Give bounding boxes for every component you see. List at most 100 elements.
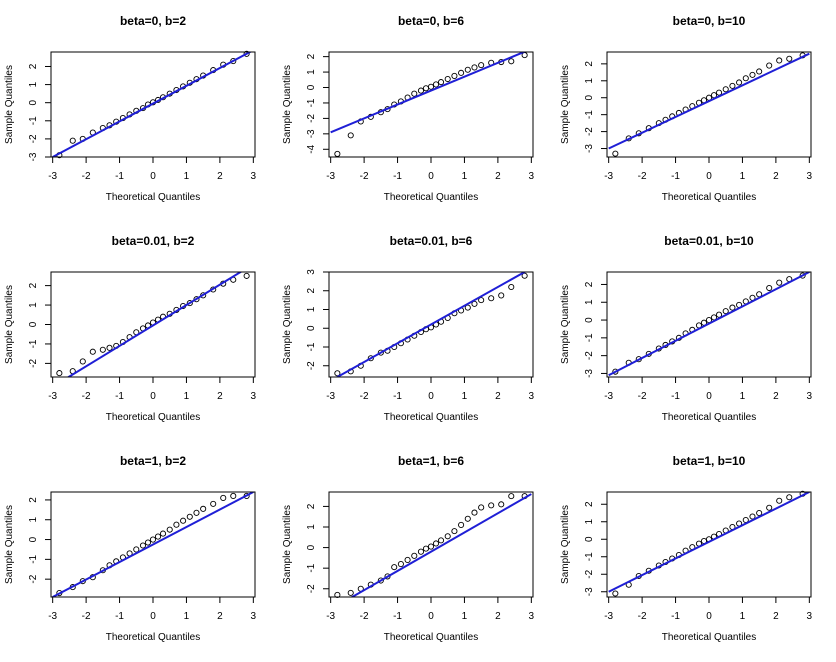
y-tick-label: -1 xyxy=(28,116,39,125)
point xyxy=(139,542,147,549)
y-axis-label: Sample Quantiles xyxy=(4,505,15,584)
y-tick-label: 1 xyxy=(306,69,317,75)
point xyxy=(715,89,723,96)
point xyxy=(749,71,756,78)
point xyxy=(437,79,445,86)
y-tick-label: 2 xyxy=(584,501,595,507)
point xyxy=(736,79,743,86)
point xyxy=(776,279,783,286)
x-axis-label: Theoretical Quantiles xyxy=(384,412,479,423)
x-tick-label: 0 xyxy=(428,391,434,402)
point xyxy=(334,150,341,157)
point xyxy=(404,556,411,563)
y-tick-label: 0 xyxy=(584,536,595,542)
point xyxy=(193,296,200,303)
y-tick-label: 2 xyxy=(584,281,595,287)
y-tick-label: 1 xyxy=(584,299,595,305)
point xyxy=(56,370,63,377)
point xyxy=(173,521,180,528)
point xyxy=(722,308,729,315)
x-tick-label: -2 xyxy=(360,171,369,182)
panel-title: beta=1, b=6 xyxy=(398,454,464,468)
x-tick-label: -1 xyxy=(393,391,402,402)
y-tick-label: -1 xyxy=(584,333,595,342)
y-tick-label: -3 xyxy=(584,369,595,378)
point xyxy=(488,502,495,509)
point xyxy=(786,494,793,501)
x-tick-label: 1 xyxy=(184,611,190,622)
y-axis-label: Sample Quantiles xyxy=(560,505,571,584)
x-tick-label: -2 xyxy=(82,391,91,402)
y-tick-label: 1 xyxy=(306,524,317,530)
point xyxy=(384,573,391,580)
point xyxy=(478,62,485,69)
point xyxy=(742,75,749,82)
reference-line xyxy=(52,52,253,157)
y-tick-label: -1 xyxy=(306,98,317,107)
y-tick-label: 1 xyxy=(584,519,595,525)
x-tick-label: -2 xyxy=(638,391,647,402)
x-tick-label: 3 xyxy=(529,611,535,622)
x-tick-label: -1 xyxy=(393,171,402,182)
y-tick-label: 0 xyxy=(28,321,39,327)
y-axis-label: Sample Quantiles xyxy=(560,65,571,144)
y-tick-label: -2 xyxy=(306,361,317,370)
x-tick-label: -2 xyxy=(82,171,91,182)
point xyxy=(432,540,440,547)
x-tick-label: -3 xyxy=(48,171,57,182)
point xyxy=(612,150,619,157)
reference-line xyxy=(608,52,810,150)
y-tick-label: 1 xyxy=(306,306,317,312)
reference-line xyxy=(52,492,254,597)
point xyxy=(508,283,515,291)
point xyxy=(766,504,773,511)
y-axis-label: Sample Quantiles xyxy=(4,65,15,144)
plot-frame xyxy=(328,491,534,598)
point xyxy=(427,83,435,90)
x-tick-label: 3 xyxy=(251,611,257,622)
y-tick-label: 0 xyxy=(28,99,39,105)
panel-title: beta=0, b=2 xyxy=(120,14,186,28)
y-tick-label: -1 xyxy=(28,554,39,563)
x-tick-label: 2 xyxy=(217,171,223,182)
panel: beta=0.01, b=6 Theoretical Quantiles Sampl… xyxy=(282,234,535,423)
point xyxy=(766,284,773,292)
point xyxy=(464,515,471,522)
x-tick-label: 2 xyxy=(495,171,501,182)
reference-line xyxy=(350,493,532,597)
point xyxy=(427,543,435,550)
x-axis-label: Theoretical Quantiles xyxy=(106,192,201,203)
point xyxy=(106,344,113,351)
x-tick-label: -1 xyxy=(115,391,124,402)
x-tick-label: -3 xyxy=(604,171,613,182)
y-tick-label: -1 xyxy=(306,342,317,351)
y-tick-label: -1 xyxy=(584,110,595,119)
x-tick-label: 3 xyxy=(807,611,813,622)
y-tick-label: 1 xyxy=(584,78,595,84)
panel: beta=0, b=2 Theoretical Quantiles Sample Q… xyxy=(4,14,257,203)
point xyxy=(193,509,200,516)
y-axis-label: Sample Quantiles xyxy=(282,285,293,364)
y-tick-label: -1 xyxy=(306,563,317,572)
y-tick-label: -2 xyxy=(28,134,39,143)
point xyxy=(422,85,430,92)
point xyxy=(186,300,193,307)
point xyxy=(210,500,217,507)
point xyxy=(200,505,207,512)
y-tick-label: -3 xyxy=(584,144,595,153)
panel-title: beta=0.01, b=2 xyxy=(112,234,195,248)
point xyxy=(347,132,354,139)
x-tick-label: 3 xyxy=(807,171,813,182)
y-tick-label: -4 xyxy=(306,144,317,153)
point xyxy=(79,358,86,365)
point xyxy=(776,57,783,64)
x-tick-label: -3 xyxy=(48,611,57,622)
x-tick-label: 1 xyxy=(184,391,190,402)
x-tick-label: 2 xyxy=(773,391,779,402)
point xyxy=(508,493,515,500)
panel: beta=0, b=6 Theoretical Quantiles Sample Q… xyxy=(282,14,535,203)
x-axis-label: Theoretical Quantiles xyxy=(662,412,757,423)
point xyxy=(612,368,619,375)
y-tick-label: 2 xyxy=(28,282,39,288)
